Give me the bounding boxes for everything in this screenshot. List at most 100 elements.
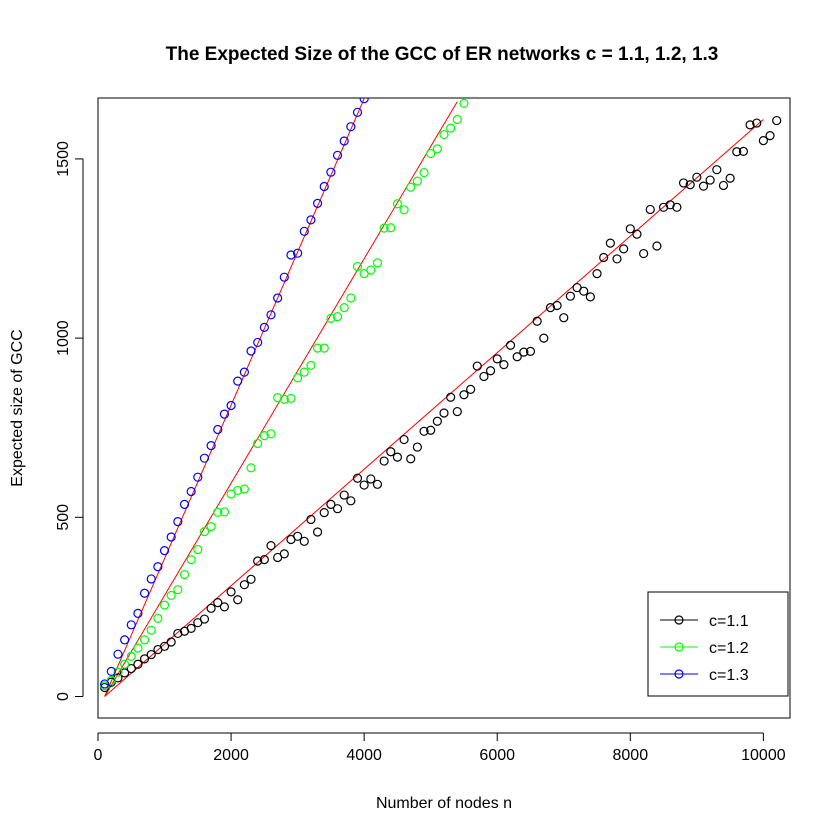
- y-tick-label: 1500: [55, 141, 72, 177]
- data-point: [332, 504, 343, 514]
- data-point: [332, 312, 343, 322]
- data-point: [432, 416, 442, 426]
- data-point: [120, 635, 130, 645]
- data-point: [386, 223, 396, 233]
- data-point: [299, 367, 309, 377]
- data-point: [239, 580, 249, 590]
- data-point: [372, 258, 383, 268]
- data-point: [279, 549, 289, 559]
- y-axis-label: Expected size of GCC: [9, 329, 26, 486]
- data-point: [306, 360, 316, 370]
- data-point: [186, 623, 196, 634]
- data-point: [692, 172, 702, 182]
- data-point: [632, 229, 642, 239]
- data-point: [718, 180, 729, 191]
- data-point: [166, 637, 176, 647]
- data-point: [579, 286, 589, 296]
- data-point: [352, 261, 363, 272]
- data-point: [565, 291, 576, 301]
- data-point: [752, 118, 762, 128]
- data-point: [126, 620, 136, 630]
- data-point: [286, 393, 296, 403]
- chart-title: The Expected Size of the GCC of ER netwo…: [166, 44, 719, 65]
- data-point: [319, 343, 329, 353]
- data-point: [379, 223, 389, 233]
- data-point: [153, 613, 163, 623]
- data-point: [605, 238, 615, 248]
- data-point: [213, 424, 223, 435]
- data-point: [193, 544, 203, 555]
- data-point: [765, 131, 775, 141]
- data-point: [592, 269, 602, 279]
- data-point: [206, 441, 216, 451]
- data-point: [253, 438, 263, 449]
- legend-marker: [674, 615, 684, 625]
- data-point: [366, 474, 376, 484]
- legend: c=1.1 c=1.2 c=1.3: [647, 591, 789, 697]
- legend-label: c=1.2: [709, 640, 749, 657]
- legend-box: [647, 591, 789, 697]
- data-points: [100, 98, 782, 693]
- data-point: [519, 347, 529, 357]
- data-point: [120, 659, 130, 669]
- data-point: [419, 426, 429, 436]
- data-point: [139, 588, 150, 598]
- data-point: [685, 180, 695, 190]
- data-point: [479, 371, 489, 382]
- data-point: [299, 536, 309, 546]
- data-point: [259, 322, 269, 332]
- data-point: [173, 628, 183, 639]
- data-point: [419, 167, 429, 178]
- data-point: [259, 430, 269, 441]
- data-point: [246, 574, 256, 584]
- data-point: [139, 635, 150, 645]
- data-point: [259, 554, 269, 565]
- y-tick-label: 0: [55, 692, 72, 701]
- data-point: [153, 562, 163, 572]
- data-point: [246, 346, 256, 356]
- data-point: [532, 316, 542, 326]
- data-point: [379, 456, 389, 466]
- x-tick-label: 2000: [213, 747, 249, 764]
- data-point: [179, 499, 190, 510]
- data-point: [100, 679, 110, 689]
- data-point: [186, 486, 196, 497]
- data-point: [745, 120, 755, 130]
- data-point: [672, 202, 682, 212]
- data-point: [758, 136, 768, 146]
- data-point: [159, 600, 170, 610]
- data-point: [332, 150, 343, 160]
- data-point: [346, 122, 356, 132]
- data-point: [466, 384, 476, 394]
- legend-label: c=1.3: [709, 667, 749, 684]
- data-point: [306, 514, 316, 525]
- data-point: [392, 199, 403, 209]
- data-point: [446, 123, 456, 133]
- data-point: [312, 198, 323, 208]
- x-tick-label: 10000: [741, 747, 786, 764]
- data-point: [312, 527, 323, 537]
- data-point: [113, 667, 123, 677]
- data-point: [326, 167, 336, 177]
- data-point: [512, 352, 522, 362]
- data-point: [712, 165, 722, 175]
- data-point: [392, 452, 403, 462]
- data-point: [352, 473, 363, 483]
- y-axis: 0 500 1000 1500: [55, 141, 84, 701]
- data-point: [226, 587, 236, 597]
- data-point: [439, 408, 449, 418]
- data-point: [705, 175, 715, 185]
- data-point: [219, 602, 230, 612]
- plot-area: [100, 98, 782, 697]
- data-point: [106, 666, 116, 677]
- data-point: [485, 366, 496, 376]
- data-point: [552, 300, 562, 311]
- data-point: [273, 393, 283, 403]
- series-c=1.1: [100, 115, 782, 693]
- data-point: [612, 254, 622, 264]
- data-point: [146, 574, 156, 584]
- data-point: [306, 215, 316, 225]
- data-point: [339, 303, 349, 313]
- data-point: [299, 226, 309, 236]
